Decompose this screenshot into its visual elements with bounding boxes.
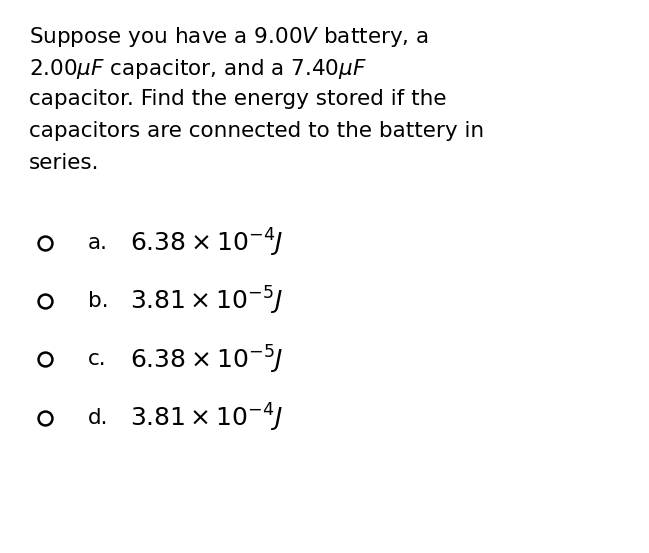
Text: d.: d.	[88, 408, 108, 427]
Text: Suppose you have a 9.00$V$ battery, a: Suppose you have a 9.00$V$ battery, a	[29, 25, 429, 49]
Text: capacitor. Find the energy stored if the: capacitor. Find the energy stored if the	[29, 89, 447, 109]
Text: a.: a.	[88, 233, 108, 253]
Text: series.: series.	[29, 153, 100, 173]
Text: b.: b.	[88, 291, 108, 311]
Text: 2.00$\mu F$ capacitor, and a 7.40$\mu F$: 2.00$\mu F$ capacitor, and a 7.40$\mu F$	[29, 57, 367, 81]
Text: $6.38 \times 10^{-4}J$: $6.38 \times 10^{-4}J$	[130, 227, 284, 259]
Text: $3.81 \times 10^{-5}J$: $3.81 \times 10^{-5}J$	[130, 285, 283, 317]
Text: c.: c.	[88, 349, 106, 369]
Text: $3.81 \times 10^{-4}J$: $3.81 \times 10^{-4}J$	[130, 401, 283, 434]
Text: capacitors are connected to the battery in: capacitors are connected to the battery …	[29, 121, 484, 141]
Text: $6.38 \times 10^{-5}J$: $6.38 \times 10^{-5}J$	[130, 343, 284, 375]
